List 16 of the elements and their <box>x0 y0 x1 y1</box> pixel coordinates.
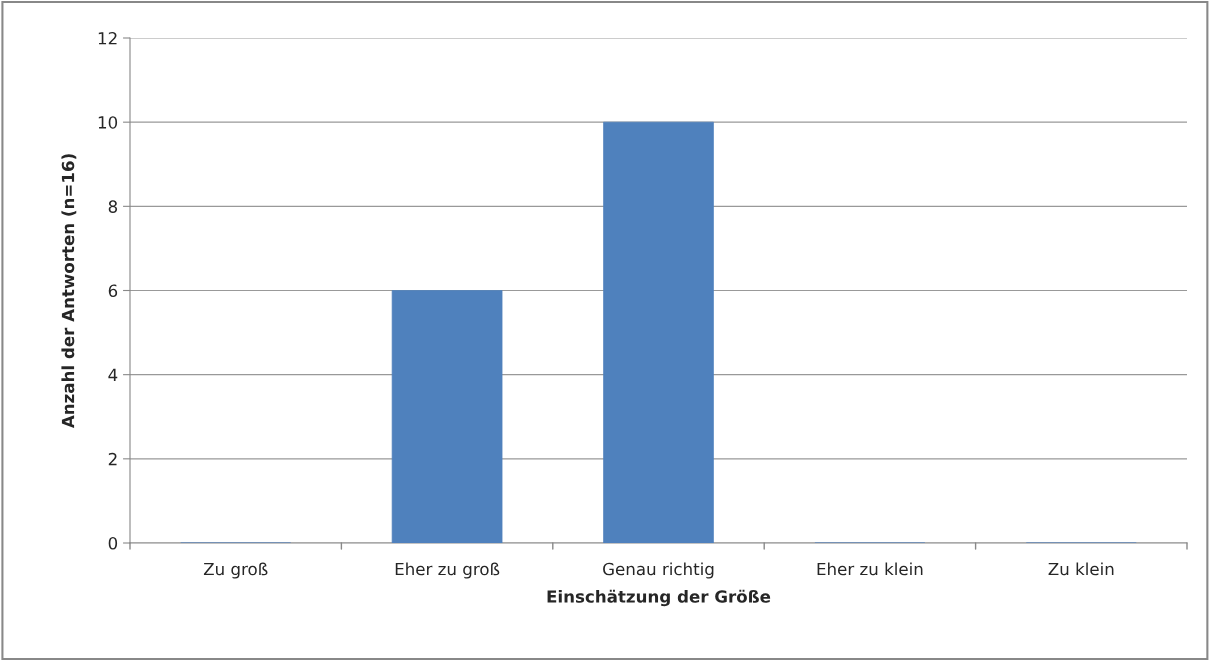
bar <box>603 121 714 543</box>
y-axis-title: Anzahl der Antworten (n=16) <box>61 154 77 429</box>
x-tick-label: Zu klein <box>1048 562 1114 576</box>
y-tick-label: 6 <box>108 284 118 298</box>
x-tick-label: Eher zu groß <box>395 562 500 579</box>
x-tick-label: Genau richtig <box>603 562 714 579</box>
x-tick-label: Eher zu klein <box>817 562 923 576</box>
y-tick-label: 8 <box>108 200 118 213</box>
y-tick-label: 0 <box>108 536 118 550</box>
y-tick-label: 12 <box>98 31 117 45</box>
bar <box>391 290 503 543</box>
y-tick-label: 4 <box>108 368 118 381</box>
y-tick-label: 10 <box>98 116 118 129</box>
x-axis-title: Einschätzung der Größe <box>547 589 771 607</box>
y-tick-label: 2 <box>108 452 117 466</box>
x-tick-label: Zu groß <box>203 562 268 579</box>
